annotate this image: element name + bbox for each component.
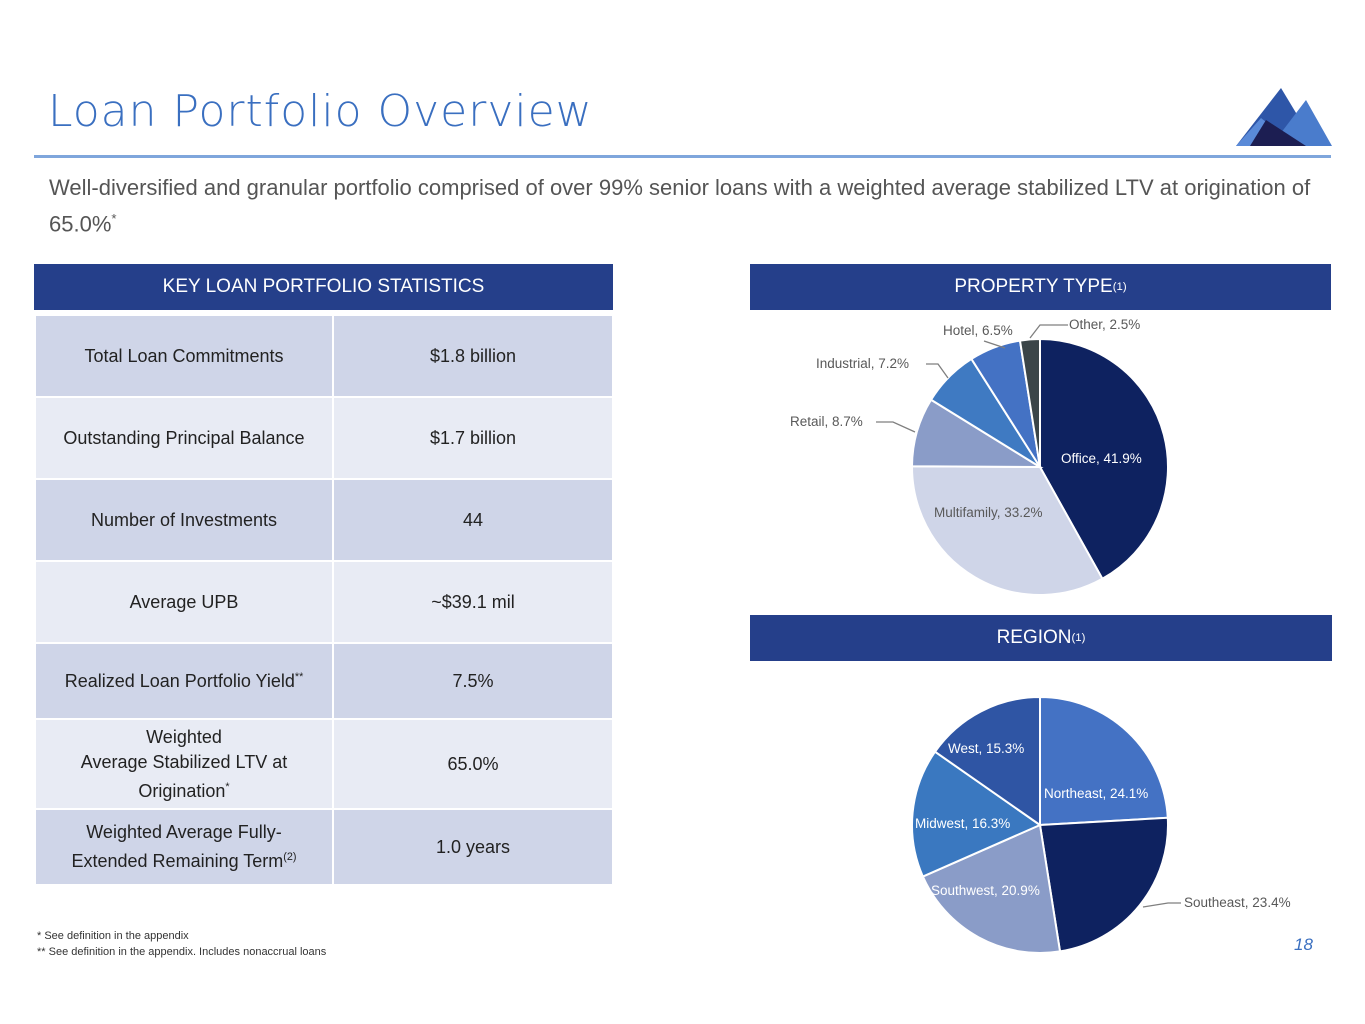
row-value: $1.7 billion [332,396,614,480]
pie-label-retail: Retail, 8.7% [790,414,863,429]
footnote: * See definition in the appendix [37,930,189,942]
pie-label-multifamily: Multifamily, 33.2% [934,505,1043,520]
row-label: Number of Investments [34,478,334,562]
leader-line [926,363,949,379]
pie-label-southeast: Southeast, 23.4% [1184,895,1291,910]
pie-slice-west [933,695,1041,827]
region-pie [911,695,1169,954]
row-label-text: Realized Loan Portfolio Yield [64,670,295,691]
table-row: Outstanding Principal Balance $1.7 billio… [34,396,614,480]
subtitle-text: Well-diversified and granular portfolio … [49,175,1311,237]
footnote-mark: (2) [283,851,297,863]
row-label: Outstanding Principal Balance [34,396,334,480]
row-label-line: Extended Remaining Term [71,851,284,871]
row-value: $1.8 billion [332,314,614,398]
row-label: Weighted Average Stabilized LTV at Origina… [34,718,334,810]
leader-line [983,340,1006,349]
footnote-mark: * [111,211,117,226]
leader-lines [876,324,1181,908]
pie-slice-midwest [911,750,1043,878]
row-value: 44 [332,478,614,562]
row-label: Total Loan Commitments [34,314,334,398]
pie-slice-southeast [1038,816,1169,953]
table-row: Number of Investments 44 [34,478,614,562]
row-label-line: Origination [138,780,226,801]
property-type-pie [910,337,1169,596]
leader-line [1142,902,1181,908]
footnote: ** See definition in the appendix. Inclu… [37,946,327,958]
row-label-line: Weighted [146,726,222,747]
leader-line [1029,324,1068,339]
pie-label-west: West, 15.3% [948,741,1025,756]
chart-title: REGION [996,627,1072,648]
row-label: Weighted Average Fully- Extended Remainin… [34,808,334,886]
pie-slice-office [1039,337,1169,581]
table-row: Weighted Average Stabilized LTV at Origina… [34,718,614,810]
footnote-mark: * [225,780,230,793]
pie-slice-other [1018,337,1041,468]
pie-slice-northeast [1039,695,1169,827]
pie-label-midwest: Midwest, 16.3% [915,816,1011,831]
footnote-mark: (1) [1071,632,1086,644]
table-row: Average UPB ~$39.1 mil [34,560,614,644]
footnote-mark: ** [294,670,304,683]
pie-label-hotel: Hotel, 6.5% [943,323,1013,338]
pie-label-other: Other, 2.5% [1069,317,1141,332]
title-divider [34,155,1331,158]
table-row: Realized Loan Portfolio Yield** 7.5% [34,642,614,720]
region-header: REGION (1) [750,615,1332,661]
footnote-mark: (1) [1112,281,1127,293]
row-value: 65.0% [332,718,614,810]
subtitle: Well-diversified and granular portfolio … [49,172,1339,239]
mountain-logo-icon [1236,88,1332,146]
row-value: 7.5% [332,642,614,720]
pie-label-office: Office, 41.9% [1061,451,1142,466]
leader-line [876,421,916,433]
page-title: Loan Portfolio Overview [48,86,593,137]
page-number: 18 [1294,935,1313,954]
row-label-line: Average Stabilized LTV at [80,751,288,772]
row-value: 1.0 years [332,808,614,886]
table-row: Total Loan Commitments $1.8 billion [34,314,614,398]
row-value: ~$39.1 mil [332,560,614,644]
stats-header: KEY LOAN PORTFOLIO STATISTICS [34,264,613,310]
table-row: Weighted Average Fully- Extended Remainin… [34,808,614,886]
row-label: Realized Loan Portfolio Yield** [34,642,334,720]
pie-slice-southwest [921,823,1062,954]
row-label-line: Weighted Average Fully- [86,822,282,842]
property-type-header: PROPERTY TYPE (1) [750,264,1331,310]
pie-label-industrial: Industrial, 7.2% [816,356,910,371]
pie-slice-multifamily [911,465,1104,596]
pie-label-northeast: Northeast, 24.1% [1044,786,1149,801]
pie-label-southwest: Southwest, 20.9% [931,883,1040,898]
chart-title: PROPERTY TYPE [954,276,1113,297]
stats-table: Total Loan Commitments $1.8 billion Outst… [34,314,614,886]
row-label: Average UPB [34,560,334,644]
